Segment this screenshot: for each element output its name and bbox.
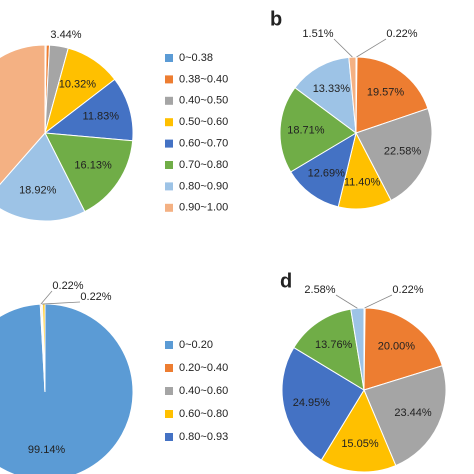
data-label: 24.95% [293, 397, 331, 409]
data-label: 23.44% [394, 407, 432, 419]
data-label: 0.22% [392, 284, 423, 296]
data-label: 13.76% [315, 339, 353, 351]
pie-slice [281, 346, 365, 461]
leader-line [364, 294, 393, 309]
data-label: 11.40% [344, 177, 381, 189]
data-label: 19.57% [367, 86, 405, 98]
pie-slice [363, 307, 443, 391]
legend-swatch [165, 75, 173, 84]
pie-slice [348, 56, 357, 134]
pie-slice [363, 365, 447, 467]
data-label: 99.14% [28, 444, 66, 456]
legend-swatch [165, 387, 173, 395]
leader-line [333, 38, 353, 58]
legend-label: 0.38~0.40 [179, 73, 228, 85]
pie-slice [0, 44, 46, 186]
data-label: 0.22% [386, 28, 417, 40]
pie-slice [355, 56, 429, 134]
data-label: 0.22% [52, 280, 83, 292]
pie-slice [0, 132, 86, 222]
data-label: 10.32% [59, 79, 97, 91]
data-label: 20.00% [378, 341, 416, 353]
legend-label: 0.40~0.50 [179, 95, 228, 107]
data-label: 16.13% [74, 159, 112, 171]
legend-swatch [165, 341, 173, 349]
legend-label: 0.90~1.00 [179, 202, 228, 214]
pie-slice [43, 78, 134, 142]
panel-label: d [280, 270, 292, 292]
legend-swatch [165, 410, 173, 418]
data-label: 0.22% [80, 291, 111, 303]
pie-slice [293, 308, 365, 391]
leader-line [335, 294, 358, 309]
pie-slice [279, 87, 357, 173]
legend-label: 0.80~0.93 [179, 431, 228, 443]
legend-swatch [165, 118, 173, 127]
data-label: 3.44% [50, 29, 81, 41]
legend-label: 0.60~0.80 [179, 408, 228, 420]
data-label: 12.69% [308, 167, 346, 179]
legend-label: 0.20~0.40 [179, 362, 228, 374]
data-label: 22.58% [384, 146, 422, 158]
pie-slice [44, 132, 134, 213]
pie-slice [290, 131, 357, 208]
pie-slice [294, 56, 357, 135]
leader-line [40, 290, 53, 305]
data-label: 2.58% [304, 284, 335, 296]
pie-slice [320, 388, 397, 473]
legend-label: 0.40~0.60 [179, 385, 228, 397]
legend-swatch [165, 433, 173, 441]
data-label: 15.05% [341, 438, 379, 450]
legend-label: 0.60~0.70 [179, 138, 228, 150]
legend-label: 0.80~0.90 [179, 180, 228, 192]
legend-swatch [165, 364, 173, 372]
data-label: 18.92% [19, 185, 57, 197]
pie-slice [355, 107, 433, 202]
legend-swatch [165, 182, 173, 191]
legend-swatch [165, 203, 173, 212]
legend-label: 0~0.38 [179, 52, 213, 64]
legend-label: 0.70~0.80 [179, 159, 228, 171]
data-label: 18.71% [287, 124, 325, 136]
legend-swatch [165, 161, 173, 169]
pie-slice [0, 303, 134, 474]
legend-label: 0~0.20 [179, 339, 213, 351]
data-label: 1.51% [302, 28, 333, 40]
legend-swatch [165, 96, 173, 105]
data-label: 13.33% [313, 83, 351, 95]
leader-line [42, 301, 81, 305]
legend-swatch [165, 139, 173, 148]
panel-label: b [270, 8, 282, 30]
leader-line [356, 38, 387, 58]
legend-swatch [165, 54, 173, 62]
legend-label: 0.50~0.60 [179, 116, 228, 128]
data-label: 11.83% [83, 111, 120, 123]
